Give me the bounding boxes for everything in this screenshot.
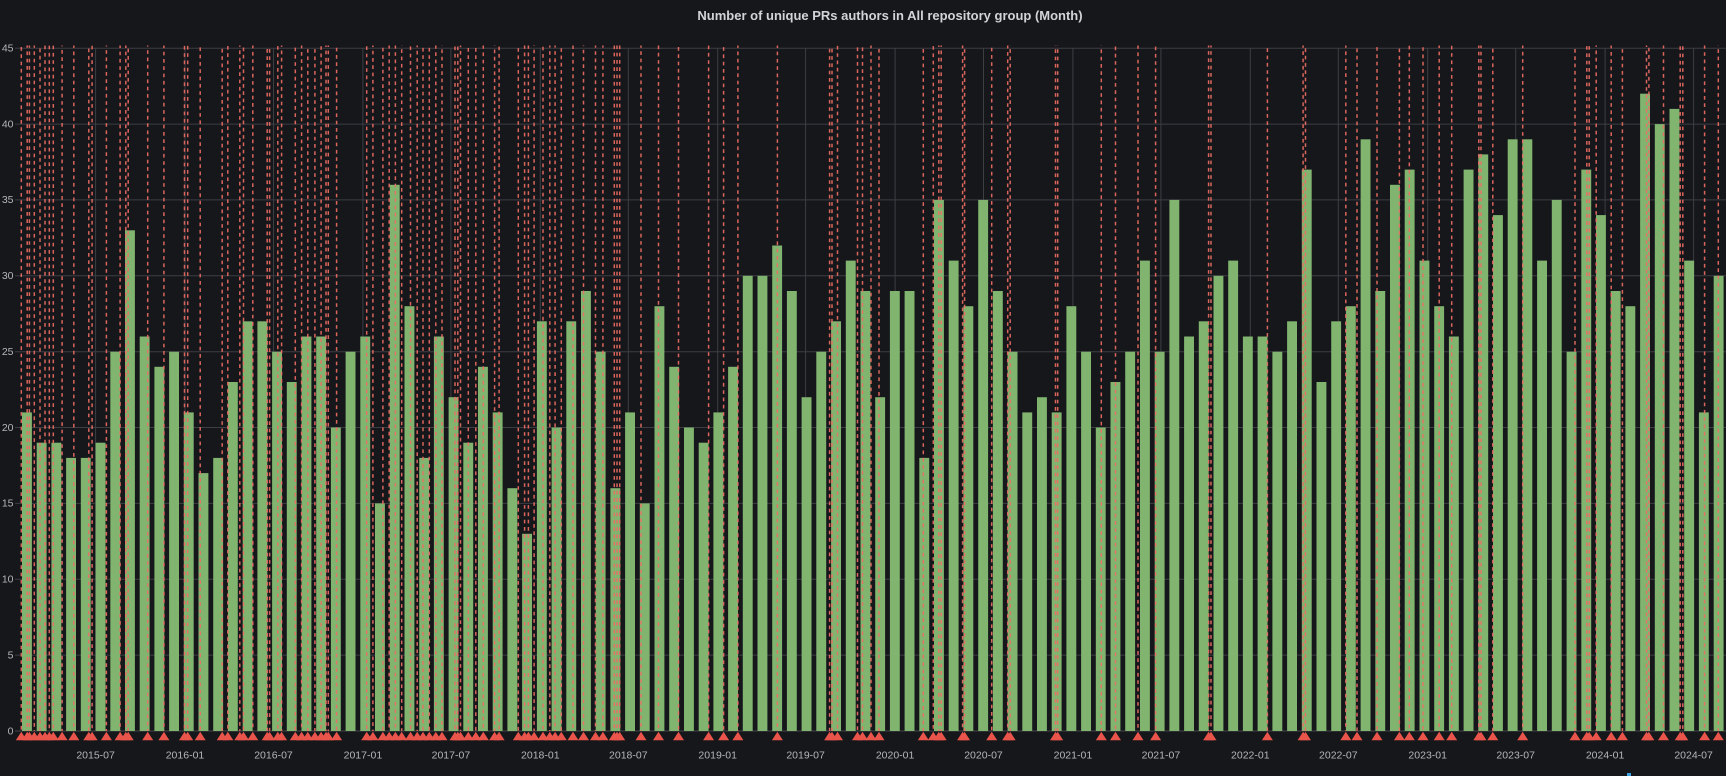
svg-text:2019-01: 2019-01 <box>698 750 737 762</box>
svg-text:2020-07: 2020-07 <box>964 750 1003 762</box>
svg-text:2018-07: 2018-07 <box>609 750 648 762</box>
svg-text:2023-01: 2023-01 <box>1408 750 1447 762</box>
svg-text:20: 20 <box>2 422 14 434</box>
svg-text:2021-07: 2021-07 <box>1142 750 1181 762</box>
svg-text:25: 25 <box>2 346 14 358</box>
svg-text:40: 40 <box>2 118 14 130</box>
svg-text:2022-01: 2022-01 <box>1231 750 1270 762</box>
svg-text:2021-01: 2021-01 <box>1054 750 1093 762</box>
svg-text:2022-07: 2022-07 <box>1319 750 1358 762</box>
svg-text:2019-07: 2019-07 <box>786 750 825 762</box>
svg-text:2020-01: 2020-01 <box>876 750 915 762</box>
svg-text:2018-01: 2018-01 <box>521 750 560 762</box>
svg-text:2017-07: 2017-07 <box>432 750 471 762</box>
svg-text:5: 5 <box>8 649 14 661</box>
svg-text:2016-07: 2016-07 <box>254 750 293 762</box>
svg-text:Number of unique PRs authors i: Number of unique PRs authors in All repo… <box>697 8 1082 23</box>
svg-text:15: 15 <box>2 498 14 510</box>
svg-text:0: 0 <box>8 725 14 737</box>
svg-text:2024-01: 2024-01 <box>1586 750 1625 762</box>
svg-text:2015-07: 2015-07 <box>76 750 115 762</box>
svg-text:30: 30 <box>2 270 14 282</box>
svg-text:45: 45 <box>2 42 14 54</box>
svg-text:2023-07: 2023-07 <box>1496 750 1535 762</box>
svg-text:10: 10 <box>2 574 14 586</box>
svg-text:35: 35 <box>2 194 14 206</box>
svg-text:2024-07: 2024-07 <box>1674 750 1713 762</box>
svg-text:2016-01: 2016-01 <box>166 750 205 762</box>
svg-text:2017-01: 2017-01 <box>344 750 383 762</box>
